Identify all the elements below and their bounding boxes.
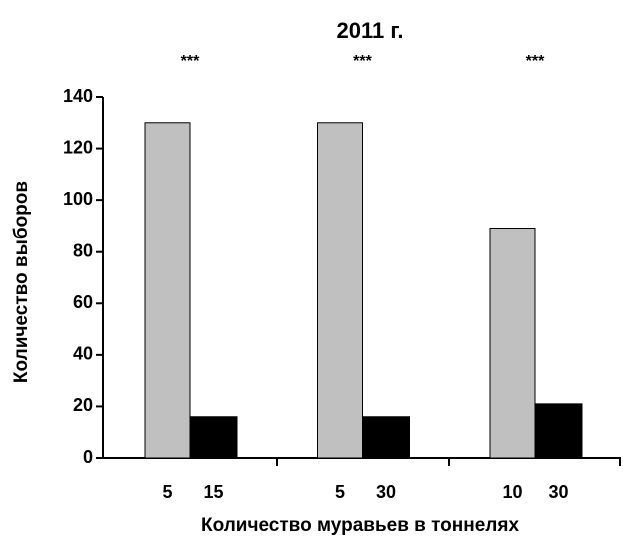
bar [489, 228, 536, 459]
bar [317, 122, 363, 459]
x-tick-label: 5 [162, 482, 172, 502]
bar [362, 416, 410, 459]
y-tick-label: 20 [73, 395, 93, 415]
x-tick-label: 10 [502, 482, 522, 502]
x-tick-label: 5 [335, 482, 345, 502]
significance-label: *** [181, 53, 200, 70]
significance-label: *** [353, 53, 372, 70]
significance-label: *** [526, 53, 545, 70]
y-tick-label: 80 [73, 240, 93, 260]
x-tick-label: 30 [548, 482, 568, 502]
y-tick-label: 0 [83, 447, 93, 467]
x-tick-label: 15 [203, 482, 223, 502]
y-tick-label: 60 [73, 292, 93, 312]
bar [534, 403, 583, 459]
chart-title: 2011 г. [337, 18, 404, 43]
y-axis-label: Количество выборов [11, 181, 32, 383]
y-tick-label: 120 [63, 137, 93, 157]
bar [144, 122, 191, 459]
y-tick-label: 40 [73, 344, 93, 364]
x-tick-label: 30 [376, 482, 396, 502]
y-tick-label: 100 [63, 189, 93, 209]
bar [189, 416, 238, 459]
x-axis-label: Количество муравьев в тоннелях [201, 515, 519, 536]
y-tick-label: 140 [63, 86, 93, 106]
